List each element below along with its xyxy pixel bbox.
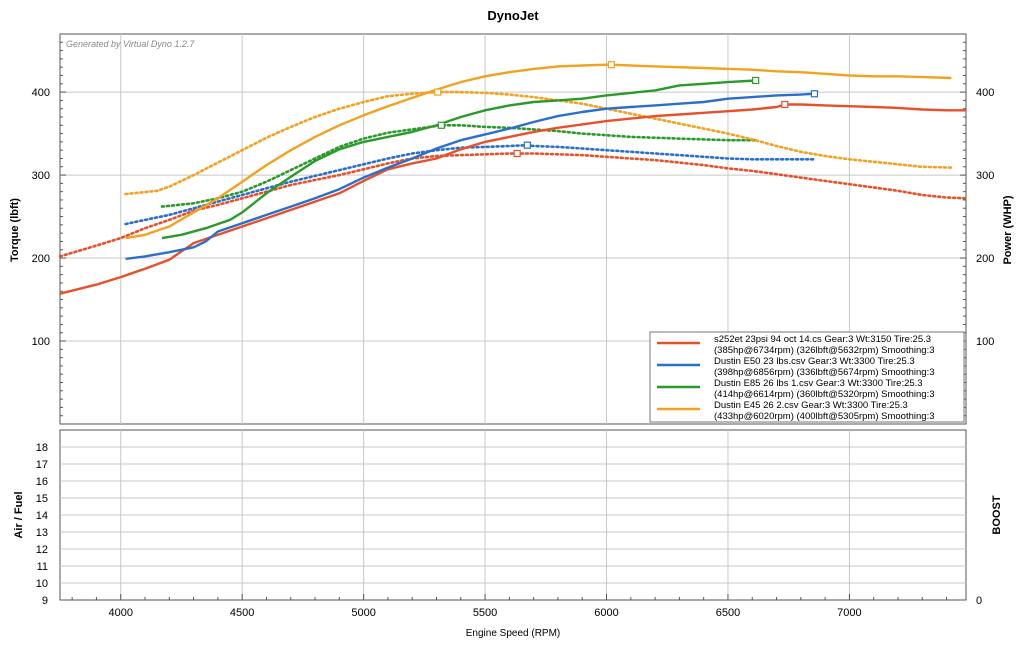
- torque-tick-label: 200: [32, 253, 50, 265]
- power-line-3: [161, 79, 756, 240]
- peak-power-marker-4: [607, 61, 615, 69]
- power-torque-panel: 100 200 300 400 100 200 300 400 Generated by Vi…: [9, 33, 1014, 425]
- legend-peaks-1: (385hp@6734rpm) (326lbft@5632rpm) Smooth…: [714, 345, 935, 356]
- torque-tick-label: 100: [32, 336, 50, 348]
- x-axis-label: Engine Speed (RPM): [466, 628, 561, 639]
- power-tick-label: 400: [976, 87, 994, 99]
- x-tick-label: 5500: [473, 607, 497, 619]
- power-line-2: [125, 92, 815, 261]
- boost-tick-label: 0: [976, 595, 982, 607]
- air-fuel-tick-label: 16: [36, 476, 48, 488]
- air-fuel-panel: 9 10 11 12 13 14 15 16 17 18 0 Air / Fuel BOOST: [13, 429, 1003, 607]
- peak-torque-marker-2: [523, 141, 531, 149]
- air-fuel-tick-label: 10: [36, 578, 48, 590]
- torque-tick-label: 400: [32, 87, 50, 99]
- legend-label-1: s252et 23psi 94 oct 14.cs Gear:3 Wt:3150…: [714, 334, 931, 345]
- torque-line-4: [124, 90, 953, 196]
- peak-power-marker-1: [781, 100, 789, 109]
- legend-label-4: Dustin E45 26 2.csv Gear:3 Wt:3300 Tire:…: [714, 400, 908, 411]
- legend-peaks-4: (433hp@6020rpm) (400lbft@5305rpm) Smooth…: [714, 411, 935, 422]
- x-tick-label: 7000: [837, 607, 861, 619]
- boost-axis-label: BOOST: [991, 495, 1003, 534]
- legend-peaks-3: (414hp@6614rpm) (360lbft@5320rpm) Smooth…: [714, 389, 935, 400]
- top-tick-labels: 100 200 300 400 100 200 300 400: [32, 87, 995, 348]
- air-fuel-tick-label: 13: [36, 527, 48, 539]
- peak-power-marker-3: [752, 76, 760, 85]
- top-series-lines: [58, 61, 968, 295]
- air-fuel-axis-label: Air / Fuel: [13, 491, 25, 538]
- legend-label-2: Dustin E50 23 lbs.csv Gear:3 Wt:3300 Tir…: [714, 356, 915, 367]
- bottom-tick-labels: 9 10 11 12 13 14 15 16 17 18 0: [36, 442, 982, 607]
- air-fuel-tick-label: 15: [36, 493, 48, 505]
- air-fuel-tick-label: 14: [36, 510, 48, 522]
- air-fuel-tick-label: 12: [36, 544, 48, 556]
- bottom-grid: [60, 430, 966, 600]
- power-axis-label: Power (WHP): [1002, 195, 1014, 264]
- air-fuel-tick-label: 18: [36, 442, 48, 454]
- peak-power-marker-2: [810, 90, 819, 98]
- x-tick-labels: 4000 4500 5000 5500 6000 6500 7000: [108, 607, 861, 619]
- torque-tick-label: 300: [32, 170, 50, 182]
- power-tick-label: 200: [976, 253, 994, 265]
- torque-line-3: [160, 124, 757, 208]
- torque-axis-label: Torque (lbft): [9, 198, 21, 262]
- legend-label-3: Dustin E85 26 lbs 1.csv Gear:3 Wt:3300 T…: [714, 378, 923, 389]
- air-fuel-tick-label: 11: [37, 561, 48, 573]
- x-tick-label: 5000: [351, 607, 375, 619]
- power-tick-label: 300: [976, 170, 994, 182]
- peak-torque-marker-4: [434, 88, 442, 96]
- x-tick-label: 4500: [230, 607, 254, 619]
- chart-title: DynoJet: [487, 8, 539, 23]
- generator-annotation: Generated by Virtual Dyno 1.2.7: [66, 39, 195, 49]
- legend-peaks-2: (398hp@6856rpm) (336lbft@5674rpm) Smooth…: [714, 367, 935, 378]
- x-tick-label: 4000: [108, 607, 132, 619]
- x-tick-label: 6000: [594, 607, 618, 619]
- torque-line-2: [124, 143, 816, 226]
- power-tick-label: 100: [976, 336, 994, 348]
- air-fuel-tick-label: 9: [42, 595, 48, 607]
- legend-box: [649, 331, 965, 423]
- power-line-1: [59, 103, 966, 295]
- x-tick-label: 6500: [716, 607, 740, 619]
- air-fuel-tick-label: 17: [36, 459, 48, 471]
- peak-torque-marker-1: [513, 149, 521, 158]
- power-line-4: [125, 63, 952, 240]
- legend: s252et 23psi 94 oct 14.cs Gear:3 Wt:3150…: [649, 331, 965, 423]
- peak-torque-marker-3: [437, 121, 445, 129]
